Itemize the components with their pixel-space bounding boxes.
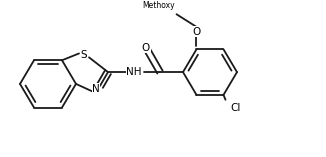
- Text: O: O: [192, 27, 200, 37]
- Text: Methoxy: Methoxy: [142, 1, 174, 10]
- Text: O: O: [142, 43, 150, 53]
- Text: S: S: [81, 50, 87, 60]
- Text: Cl: Cl: [230, 103, 241, 113]
- Text: N: N: [92, 84, 100, 94]
- Text: NH: NH: [126, 67, 142, 77]
